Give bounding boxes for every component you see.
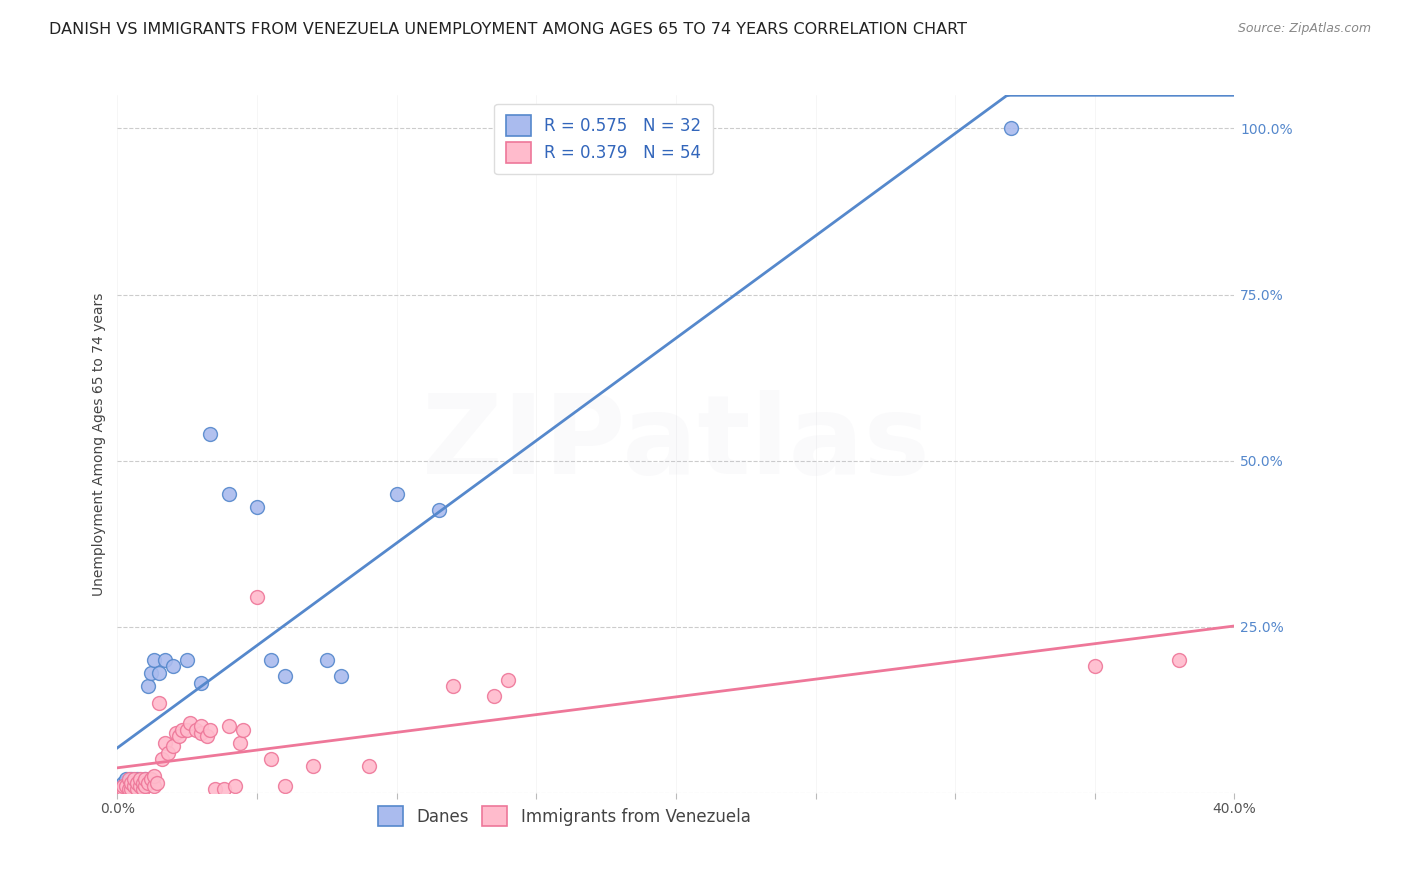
Point — [128, 779, 150, 793]
Point — [134, 772, 156, 787]
Point — [218, 719, 240, 733]
Point — [136, 679, 159, 693]
Point — [131, 775, 153, 789]
Point — [190, 726, 212, 740]
Point — [232, 723, 254, 737]
Point — [128, 775, 150, 789]
Point — [112, 775, 135, 789]
Point — [427, 503, 450, 517]
Point — [246, 500, 269, 514]
Point — [110, 779, 132, 793]
Point — [139, 666, 162, 681]
Point — [357, 759, 380, 773]
Point — [195, 729, 218, 743]
Point — [142, 769, 165, 783]
Point — [128, 772, 150, 787]
Point — [204, 782, 226, 797]
Point — [224, 779, 246, 793]
Point — [125, 775, 148, 789]
Point — [122, 772, 145, 787]
Point — [122, 775, 145, 789]
Point — [229, 736, 252, 750]
Point — [176, 653, 198, 667]
Point — [120, 775, 142, 789]
Point — [1000, 121, 1022, 136]
Point — [139, 772, 162, 787]
Point — [120, 782, 142, 797]
Point — [329, 669, 352, 683]
Point — [122, 779, 145, 793]
Point — [114, 782, 136, 797]
Point — [260, 752, 283, 766]
Point — [1167, 653, 1189, 667]
Point — [246, 590, 269, 604]
Legend: Danes, Immigrants from Venezuela: Danes, Immigrants from Venezuela — [371, 799, 756, 833]
Point — [145, 775, 167, 789]
Point — [274, 779, 297, 793]
Point — [120, 782, 142, 797]
Point — [120, 772, 142, 787]
Point — [117, 772, 139, 787]
Point — [125, 772, 148, 787]
Text: DANISH VS IMMIGRANTS FROM VENEZUELA UNEMPLOYMENT AMONG AGES 65 TO 74 YEARS CORRE: DANISH VS IMMIGRANTS FROM VENEZUELA UNEM… — [49, 22, 967, 37]
Point — [136, 775, 159, 789]
Text: ZIPatlas: ZIPatlas — [422, 391, 929, 498]
Point — [117, 779, 139, 793]
Point — [142, 653, 165, 667]
Point — [260, 653, 283, 667]
Point — [134, 772, 156, 787]
Point — [134, 775, 156, 789]
Point — [131, 779, 153, 793]
Y-axis label: Unemployment Among Ages 65 to 74 years: Unemployment Among Ages 65 to 74 years — [93, 293, 107, 596]
Point — [153, 736, 176, 750]
Point — [315, 653, 337, 667]
Point — [184, 723, 207, 737]
Point — [441, 679, 464, 693]
Point — [162, 739, 184, 754]
Point — [274, 669, 297, 683]
Point — [114, 779, 136, 793]
Point — [484, 690, 506, 704]
Point — [167, 729, 190, 743]
Point — [179, 715, 201, 730]
Point — [156, 746, 179, 760]
Point — [112, 779, 135, 793]
Point — [170, 723, 193, 737]
Point — [190, 676, 212, 690]
Point — [218, 487, 240, 501]
Point — [498, 673, 520, 687]
Point — [125, 782, 148, 797]
Point — [176, 723, 198, 737]
Point — [148, 696, 170, 710]
Point — [131, 782, 153, 797]
Point — [114, 772, 136, 787]
Point — [165, 726, 187, 740]
Point — [1084, 659, 1107, 673]
Point — [150, 752, 173, 766]
Point — [117, 782, 139, 797]
Point — [198, 427, 221, 442]
Point — [385, 487, 408, 501]
Text: Source: ZipAtlas.com: Source: ZipAtlas.com — [1237, 22, 1371, 36]
Point — [198, 723, 221, 737]
Point — [110, 782, 132, 797]
Point — [112, 782, 135, 797]
Point — [302, 759, 325, 773]
Point — [142, 779, 165, 793]
Point — [190, 719, 212, 733]
Point — [153, 653, 176, 667]
Point — [134, 779, 156, 793]
Point — [148, 666, 170, 681]
Point — [212, 782, 235, 797]
Point — [162, 659, 184, 673]
Point — [125, 779, 148, 793]
